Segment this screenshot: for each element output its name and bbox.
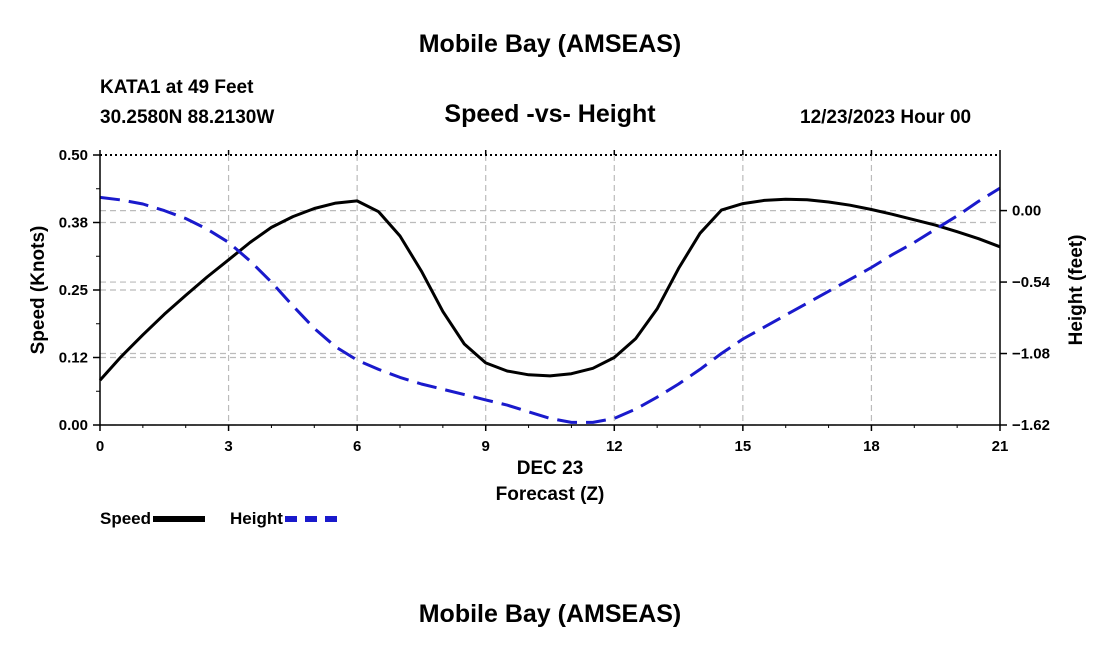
y2-axis-title: Height (feet) [1066, 235, 1087, 346]
axis-ticks: 0 3 6 9 12 15 18 21 0.00 0.12 0.25 0.38 0.50 0.00 −0.5… [59, 147, 1051, 455]
station-coordinates: 30.2580N 88.2130W [100, 107, 275, 128]
station-name: KATA1 at 49 Feet [100, 77, 254, 98]
legend-height: Height [230, 509, 337, 529]
legend-speed-label: Speed [100, 509, 152, 528]
series-layer [98, 186, 1001, 424]
x-tick-label: 15 [735, 438, 752, 455]
y2-tick-label: 0.00 [1012, 203, 1041, 220]
x-tick-label: 9 [482, 438, 490, 455]
x-tick-label: 21 [992, 438, 1009, 455]
x-tick-label: 12 [606, 438, 623, 455]
x-tick-label: 18 [863, 438, 880, 455]
forecast-run-time: 12/23/2023 Hour 00 [800, 107, 972, 128]
chart-subtitle: Speed -vs- Height [444, 100, 656, 128]
y2-tick-label: −0.54 [1012, 274, 1051, 291]
y-tick-label: 0.50 [59, 147, 88, 164]
grid [100, 155, 1000, 426]
x-tick-label: 6 [353, 438, 361, 455]
speed-series-line [98, 197, 1001, 382]
y2-tick-label: −1.62 [1012, 417, 1050, 434]
chart-title: Mobile Bay (AMSEAS) [418, 30, 682, 58]
height-series-line [99, 186, 1001, 424]
y2-tick-label: −1.08 [1012, 346, 1050, 363]
x-axis-title: Forecast (Z) [496, 484, 605, 505]
y-tick-label: 0.12 [59, 350, 88, 367]
x-tick-label: 3 [224, 438, 232, 455]
y-tick-label: 0.25 [59, 282, 88, 299]
legend-height-label: Height [230, 509, 283, 528]
legend-height-swatch [284, 516, 337, 522]
y-tick-label: 0.38 [59, 215, 88, 232]
footer-title: Mobile Bay (AMSEAS) [418, 600, 682, 628]
plot-frame [99, 154, 1001, 426]
y-tick-label: 0.00 [59, 417, 88, 434]
x-tick-label: 0 [96, 438, 104, 455]
legend-speed: Speed [100, 509, 206, 529]
y-axis-title: Speed (Knots) [28, 226, 49, 355]
legend-speed-swatch [153, 516, 206, 522]
x-axis-date-label: DEC 23 [517, 458, 584, 479]
